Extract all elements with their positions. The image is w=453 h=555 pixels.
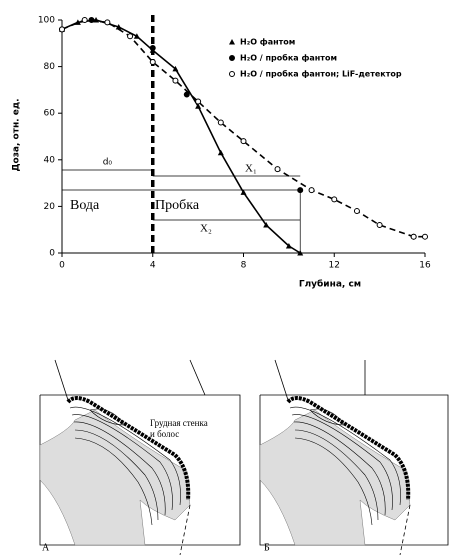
y-tick-label: 60 [44, 109, 56, 119]
x-tick-label: 12 [329, 261, 340, 271]
x-tick-label: 8 [241, 261, 247, 271]
marker [172, 65, 179, 72]
marker [285, 243, 292, 249]
marker [240, 189, 247, 195]
marker [127, 33, 134, 40]
axis-line [179, 504, 191, 555]
annotation: Вода [70, 198, 100, 213]
marker [195, 98, 202, 105]
panel-a: А Грудная стенка и болос [39, 359, 241, 555]
marker [149, 44, 156, 51]
y-tick-label: 0 [49, 249, 55, 259]
marker [274, 166, 281, 173]
panel-label: Б [264, 542, 270, 553]
annotation: X₁ [245, 163, 257, 175]
stipple-region [259, 409, 411, 546]
marker [376, 222, 383, 229]
marker [263, 222, 270, 228]
marker [104, 19, 111, 26]
series-line [61, 19, 425, 238]
y-tick-label: 20 [44, 202, 56, 212]
marker [59, 26, 65, 33]
marker [297, 250, 304, 256]
bolus [286, 396, 411, 501]
stipple-region [39, 409, 191, 546]
marker [410, 233, 417, 240]
beam-edge [54, 359, 69, 401]
legend-marker [229, 55, 235, 61]
marker [195, 103, 202, 109]
y-tick-label: 100 [38, 16, 55, 26]
marker [217, 119, 224, 126]
legend-label: H₂O / пробка фантом [240, 53, 337, 63]
marker [81, 17, 88, 23]
legend-label: H₂O фантом [240, 38, 295, 47]
y-tick-label: 80 [44, 62, 56, 72]
marker [240, 138, 247, 145]
callout: Грудная стенка [150, 418, 208, 428]
panel-b: Б [259, 359, 449, 555]
x-axis-title: Глубина, см [299, 279, 361, 290]
annotation: d₀ [103, 158, 113, 168]
annotation: X₂ [200, 223, 212, 235]
callout: и болос [150, 429, 179, 439]
annotation: Пробка [155, 198, 200, 213]
isodose-lines [69, 406, 181, 526]
legend-marker [229, 71, 235, 77]
legend-label: H₂O / пробка фантон; LiF-детектор [240, 69, 402, 79]
panel-label: А [42, 542, 50, 553]
beam-edge [189, 359, 206, 396]
marker [422, 233, 428, 240]
marker [172, 77, 179, 84]
y-tick-label: 40 [44, 155, 56, 165]
frame [39, 394, 241, 546]
marker [353, 208, 360, 215]
axis-line [399, 504, 411, 555]
y-axis-title: Доза, отн. ед. [12, 98, 22, 171]
bolus [66, 396, 191, 501]
x-tick-label: 4 [150, 261, 156, 271]
marker [308, 187, 315, 194]
beam-edge [274, 359, 289, 401]
marker [149, 58, 156, 65]
marker [115, 23, 122, 30]
marker [217, 149, 224, 156]
frame [259, 394, 449, 546]
marker [297, 187, 304, 194]
marker [133, 33, 140, 39]
legend-marker [229, 39, 235, 45]
marker [331, 196, 338, 203]
x-tick-label: 16 [419, 261, 431, 271]
x-tick-label: 0 [59, 261, 65, 271]
isodose-lines [289, 406, 401, 526]
